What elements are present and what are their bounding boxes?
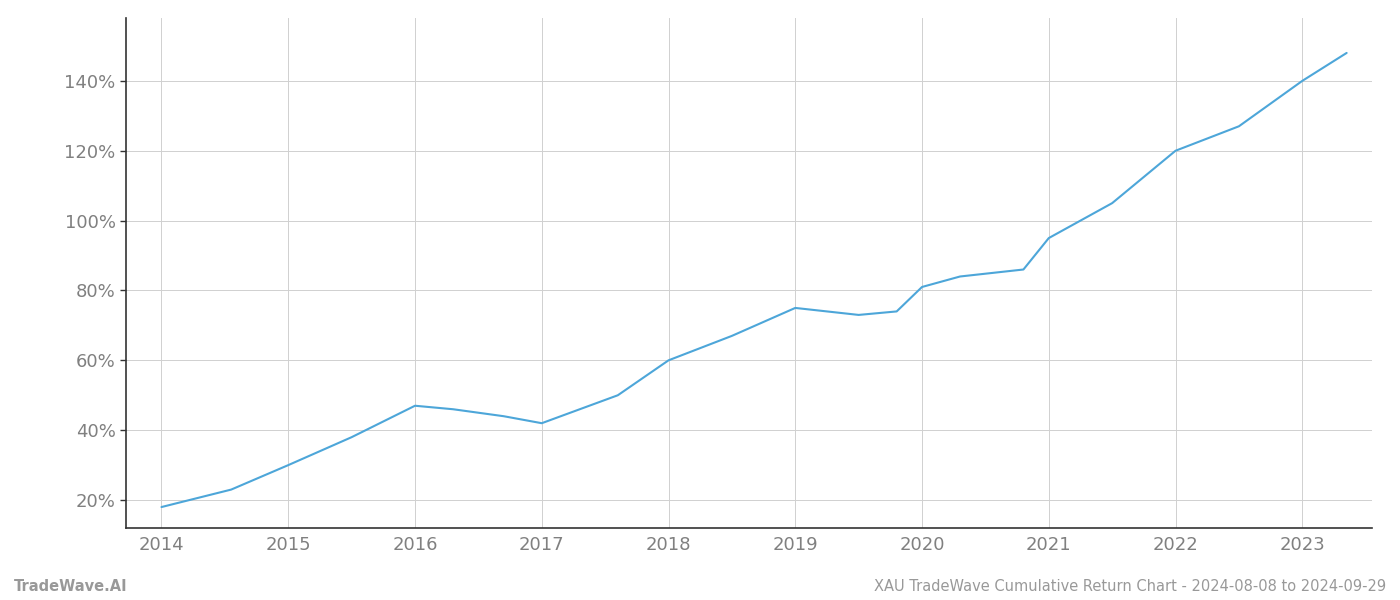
Text: XAU TradeWave Cumulative Return Chart - 2024-08-08 to 2024-09-29: XAU TradeWave Cumulative Return Chart - … [874,579,1386,594]
Text: TradeWave.AI: TradeWave.AI [14,579,127,594]
